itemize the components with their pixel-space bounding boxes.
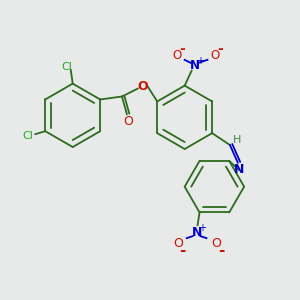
Text: -: - [179, 242, 186, 257]
Text: O: O [172, 50, 182, 62]
Text: Cl: Cl [22, 131, 33, 141]
Text: +: + [199, 223, 206, 233]
Text: +: + [196, 56, 203, 66]
Text: O: O [123, 115, 133, 128]
Text: -: - [179, 42, 184, 56]
Text: N: N [234, 163, 244, 176]
Text: O: O [212, 237, 221, 250]
Text: N: N [191, 226, 202, 239]
Text: Cl: Cl [61, 62, 72, 72]
Text: O: O [173, 237, 183, 250]
Text: N: N [190, 59, 200, 72]
Text: O: O [211, 50, 220, 62]
Text: -: - [218, 242, 224, 257]
Text: H: H [233, 135, 241, 145]
Text: O: O [137, 80, 148, 93]
Text: -: - [218, 42, 223, 56]
